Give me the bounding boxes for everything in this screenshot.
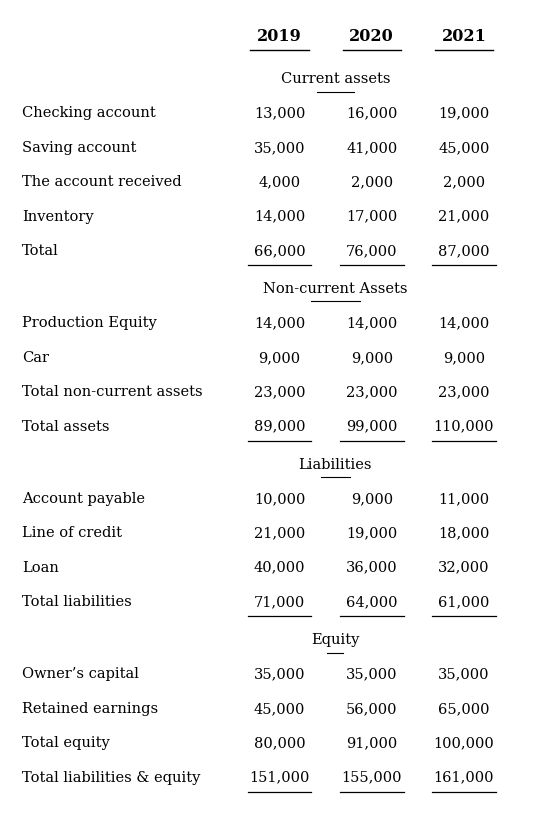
Text: Non-current Assets: Non-current Assets — [263, 282, 408, 296]
Text: 161,000: 161,000 — [434, 771, 494, 785]
Text: Car: Car — [22, 351, 49, 365]
Text: Retained earnings: Retained earnings — [22, 702, 159, 716]
Text: 110,000: 110,000 — [434, 420, 494, 434]
Text: 16,000: 16,000 — [346, 107, 397, 121]
Text: 14,000: 14,000 — [254, 210, 305, 224]
Text: 64,000: 64,000 — [346, 596, 397, 610]
Text: 36,000: 36,000 — [346, 561, 397, 575]
Text: Equity: Equity — [311, 633, 359, 647]
Text: 71,000: 71,000 — [254, 596, 305, 610]
Text: 91,000: 91,000 — [346, 736, 397, 750]
Text: 32,000: 32,000 — [438, 561, 490, 575]
Text: Saving account: Saving account — [22, 141, 137, 155]
Text: 14,000: 14,000 — [438, 316, 490, 330]
Text: Liabilities: Liabilities — [299, 458, 372, 472]
Text: 66,000: 66,000 — [254, 244, 305, 258]
Text: Total non-current assets: Total non-current assets — [22, 385, 203, 399]
Text: 17,000: 17,000 — [346, 210, 397, 224]
Text: 100,000: 100,000 — [434, 736, 494, 750]
Text: 41,000: 41,000 — [346, 141, 397, 155]
Text: 40,000: 40,000 — [254, 561, 305, 575]
Text: 10,000: 10,000 — [254, 492, 305, 506]
Text: 45,000: 45,000 — [254, 702, 305, 716]
Text: 61,000: 61,000 — [438, 596, 490, 610]
Text: Total equity: Total equity — [22, 736, 110, 750]
Text: Production Equity: Production Equity — [22, 316, 157, 330]
Text: 65,000: 65,000 — [438, 702, 490, 716]
Text: Checking account: Checking account — [22, 107, 156, 121]
Text: 151,000: 151,000 — [249, 771, 310, 785]
Text: 18,000: 18,000 — [438, 526, 490, 540]
Text: 23,000: 23,000 — [254, 385, 305, 399]
Text: 2020: 2020 — [349, 28, 394, 45]
Text: 2,000: 2,000 — [443, 175, 485, 189]
Text: Account payable: Account payable — [22, 492, 145, 506]
Text: 35,000: 35,000 — [346, 667, 397, 681]
Text: Total liabilities: Total liabilities — [22, 596, 132, 610]
Text: The account received: The account received — [22, 175, 182, 189]
Text: 87,000: 87,000 — [438, 244, 490, 258]
Text: 21,000: 21,000 — [438, 210, 490, 224]
Text: Total: Total — [22, 244, 59, 258]
Text: 45,000: 45,000 — [438, 141, 490, 155]
Text: Current assets: Current assets — [281, 72, 390, 86]
Text: 4,000: 4,000 — [258, 175, 301, 189]
Text: 80,000: 80,000 — [254, 736, 305, 750]
Text: Total assets: Total assets — [22, 420, 110, 434]
Text: Inventory: Inventory — [22, 210, 94, 224]
Text: 13,000: 13,000 — [254, 107, 305, 121]
Text: 9,000: 9,000 — [443, 351, 485, 365]
Text: 19,000: 19,000 — [438, 107, 490, 121]
Text: 99,000: 99,000 — [346, 420, 397, 434]
Text: 2021: 2021 — [442, 28, 486, 45]
Text: 155,000: 155,000 — [342, 771, 402, 785]
Text: 89,000: 89,000 — [254, 420, 305, 434]
Text: 76,000: 76,000 — [346, 244, 397, 258]
Text: Loan: Loan — [22, 561, 59, 575]
Text: Line of credit: Line of credit — [22, 526, 122, 540]
Text: 2019: 2019 — [257, 28, 302, 45]
Text: Total liabilities & equity: Total liabilities & equity — [22, 771, 201, 785]
Text: 9,000: 9,000 — [258, 351, 301, 365]
Text: 23,000: 23,000 — [346, 385, 397, 399]
Text: 2,000: 2,000 — [350, 175, 393, 189]
Text: 14,000: 14,000 — [346, 316, 397, 330]
Text: 9,000: 9,000 — [350, 492, 393, 506]
Text: 35,000: 35,000 — [254, 667, 305, 681]
Text: Owner’s capital: Owner’s capital — [22, 667, 139, 681]
Text: 35,000: 35,000 — [438, 667, 490, 681]
Text: 56,000: 56,000 — [346, 702, 397, 716]
Text: 19,000: 19,000 — [346, 526, 397, 540]
Text: 9,000: 9,000 — [350, 351, 393, 365]
Text: 35,000: 35,000 — [254, 141, 305, 155]
Text: 14,000: 14,000 — [254, 316, 305, 330]
Text: 11,000: 11,000 — [438, 492, 490, 506]
Text: 21,000: 21,000 — [254, 526, 305, 540]
Text: 23,000: 23,000 — [438, 385, 490, 399]
